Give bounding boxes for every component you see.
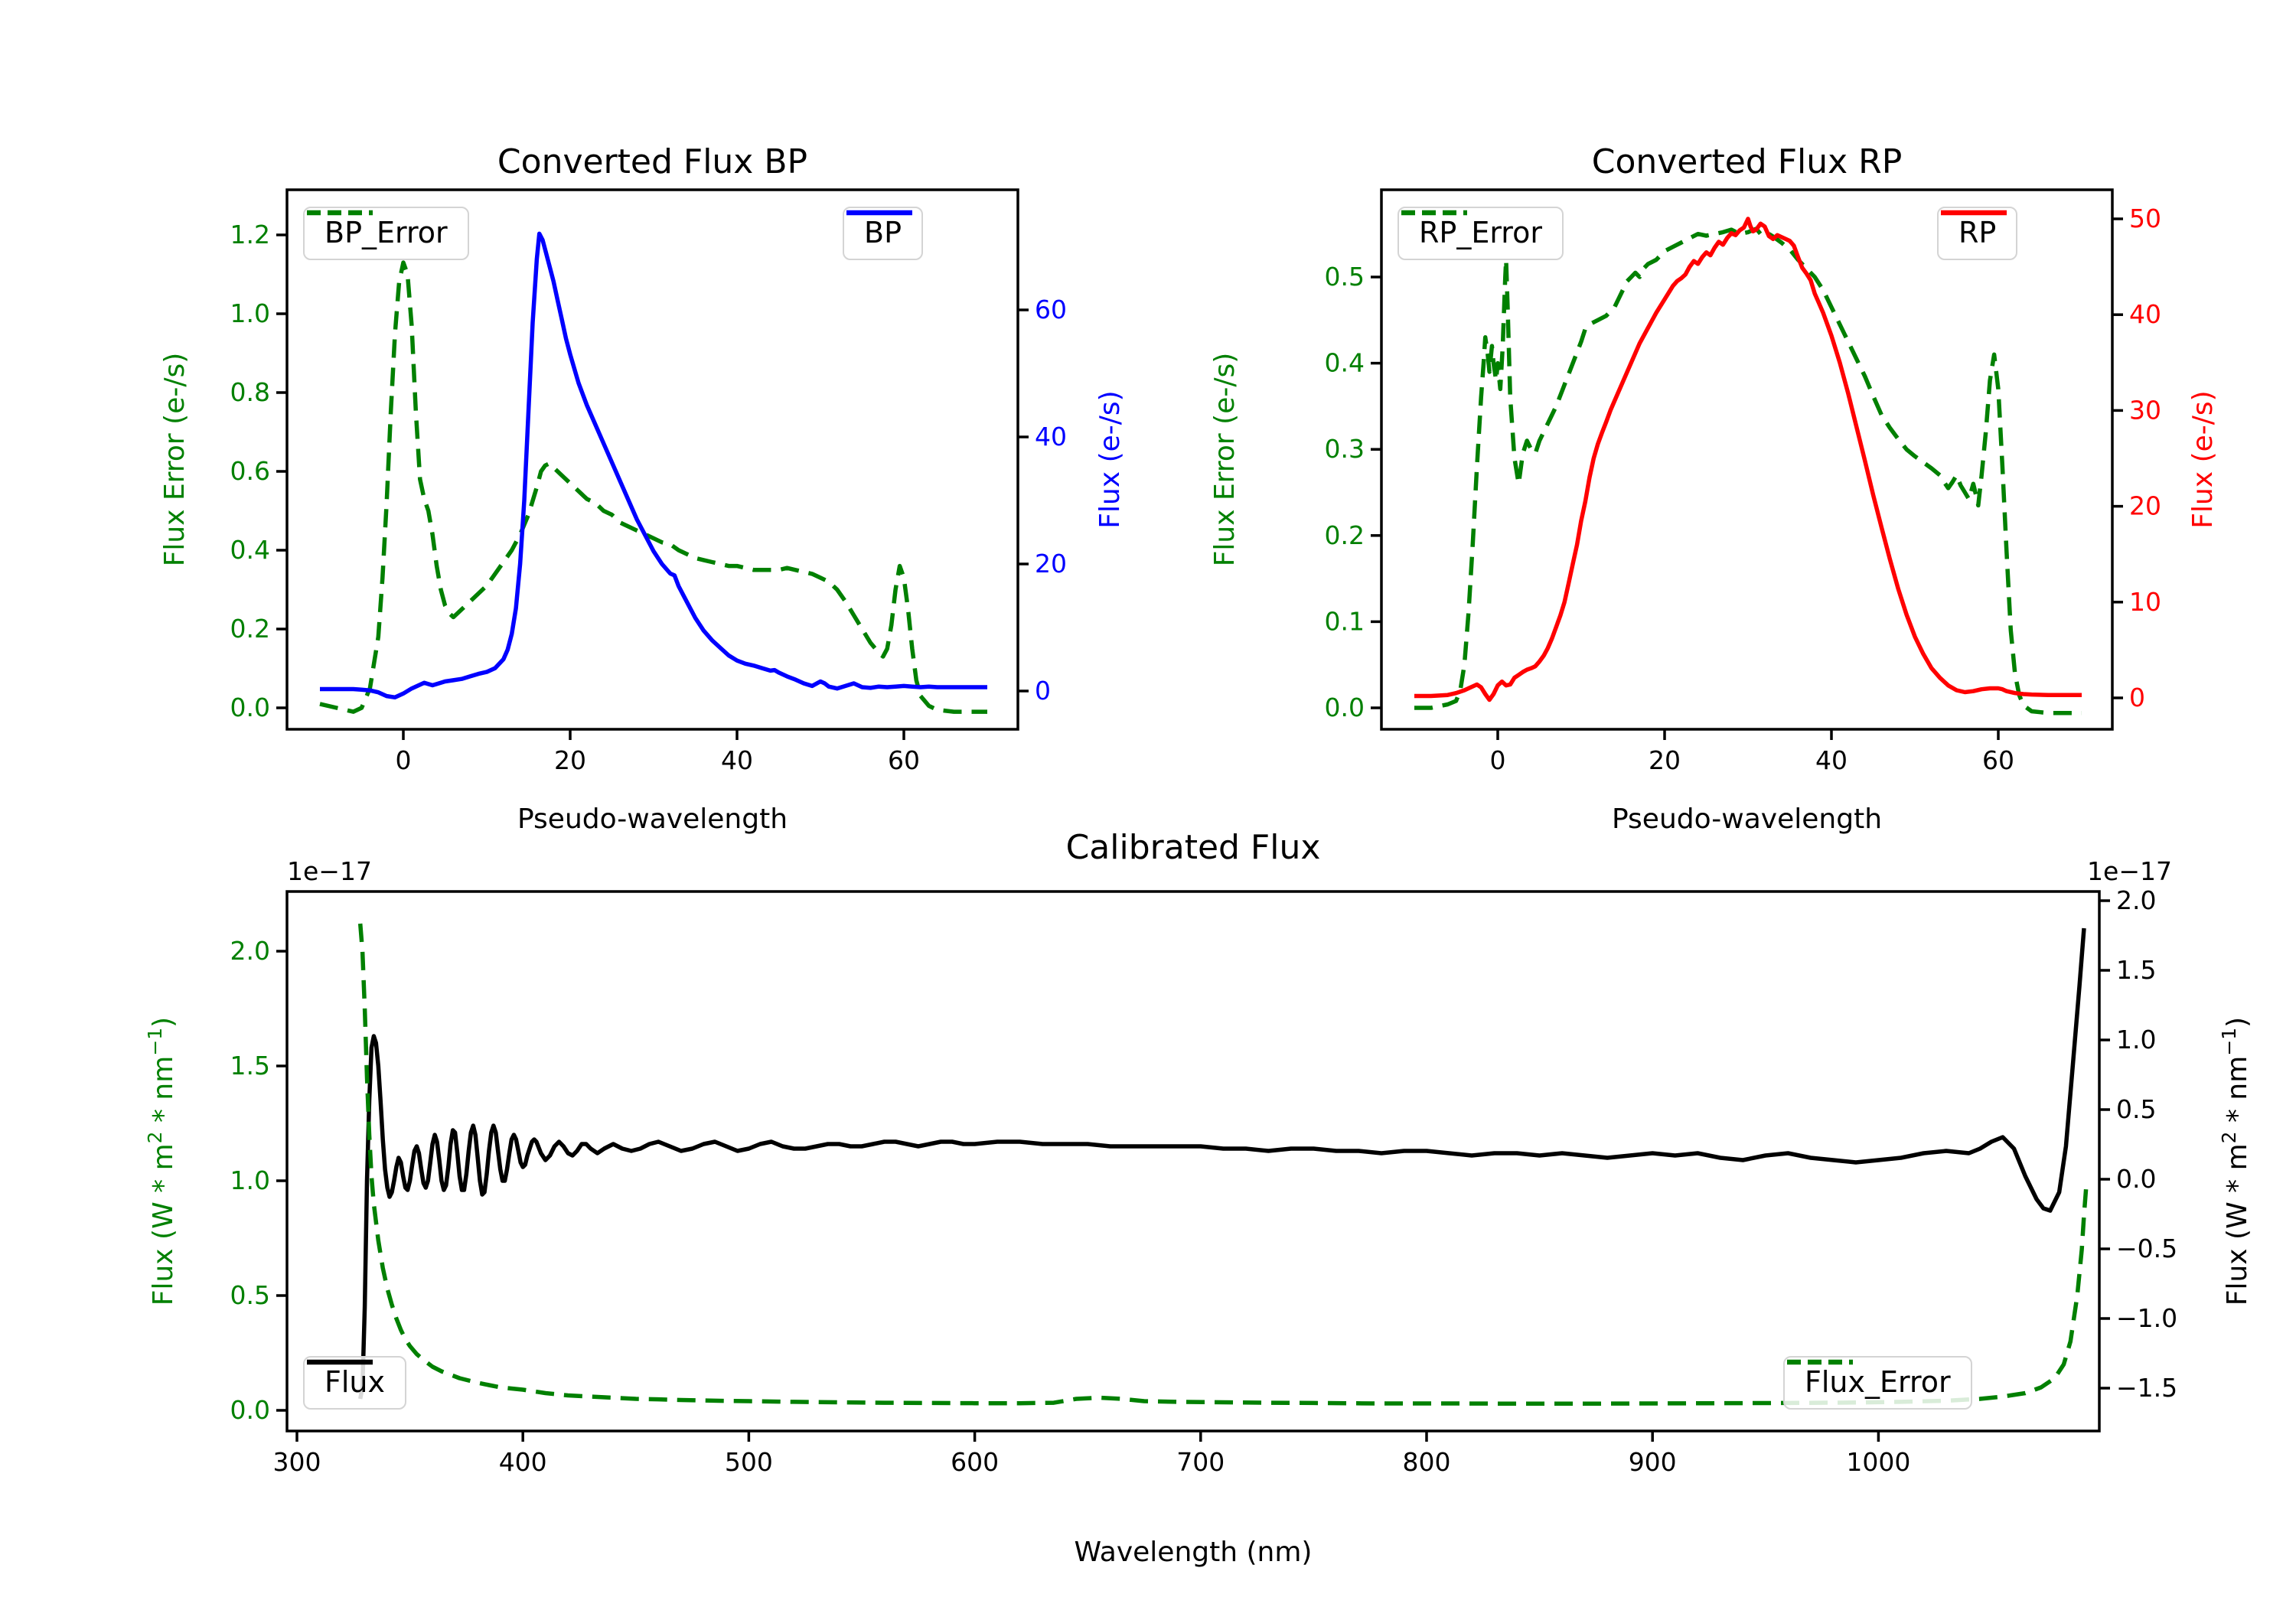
series-rp_error-curve: [1414, 227, 2082, 715]
y-right-tick-label: 1.5: [2116, 955, 2156, 985]
x-tick-label: 500: [725, 1447, 773, 1477]
y-right-axis-label: Flux (e-/s): [2187, 390, 2219, 528]
y-left-tick-label: 0.3: [1325, 434, 1365, 464]
x-axis-label: Wavelength (nm): [1075, 1537, 1313, 1568]
y-left-tick-label: 0.0: [230, 693, 270, 722]
series-rp-curve: [1414, 217, 2082, 702]
x-tick-label: 40: [1815, 745, 1848, 775]
y-right-tick-label: −1.0: [2116, 1303, 2177, 1333]
y-left-tick-label: 2.0: [230, 936, 270, 966]
y-left-tick-label: 1.2: [230, 220, 270, 249]
y-right-tick-label: 60: [1035, 295, 1067, 324]
y-right-tick-label: 40: [2129, 299, 2161, 329]
y-left-tick-label: 0.0: [230, 1395, 270, 1425]
y-right-tick-label: 0.5: [2116, 1094, 2156, 1124]
y-right-tick-label: 10: [2129, 587, 2161, 617]
y-left-axis-label: Flux Error (e-/s): [1209, 353, 1241, 567]
y-right-tick-label: 30: [2129, 395, 2161, 425]
series-flux_error-curve: [357, 923, 2089, 1407]
x-axis-label: Pseudo-wavelength: [1612, 804, 1882, 835]
plot-title: Converted Flux BP: [497, 142, 807, 181]
y-left-offset-text: 1e−17: [287, 856, 372, 886]
y-right-tick-label: 1.0: [2116, 1025, 2156, 1054]
x-tick-label: 20: [1649, 745, 1681, 775]
y-left-axis-label: Flux (W * m2 * nm−1): [144, 1017, 179, 1305]
x-tick-label: 800: [1403, 1447, 1451, 1477]
x-tick-label: 20: [554, 745, 586, 775]
x-tick-label: 600: [951, 1447, 999, 1477]
x-axis-label: Pseudo-wavelength: [517, 804, 788, 835]
x-tick-label: 40: [721, 745, 753, 775]
x-tick-label: 0: [1490, 745, 1506, 775]
y-right-axis-label: Flux (W * m2 * nm−1): [2218, 1017, 2253, 1305]
axes-spines: [1380, 188, 2114, 731]
plot-title: Converted Flux RP: [1592, 142, 1903, 181]
series-bp_error-curve: [319, 260, 987, 714]
y-left-tick-label: 0.5: [230, 1280, 270, 1310]
x-tick-label: 400: [499, 1447, 547, 1477]
y-right-tick-label: 0: [1035, 676, 1051, 706]
y-left-tick-label: 0.2: [1325, 520, 1365, 550]
y-right-tick-label: 0.0: [2116, 1164, 2156, 1194]
x-tick-label: 60: [1982, 745, 2014, 775]
subplot-2: 300 400 500 600 700 800 900 1000 0.0 0.5 1.0 1.5 2.0…: [144, 828, 2253, 1568]
y-left-tick-label: 0.4: [230, 535, 270, 565]
y-left-tick-label: 0.2: [230, 614, 270, 644]
y-left-tick-label: 0.4: [1325, 348, 1365, 378]
y-left-tick-label: 1.5: [230, 1051, 270, 1081]
y-left-tick-label: 0.6: [230, 456, 270, 486]
subplot-0: 0 20 40 60 0.0 0.2 0.4 0.6 0.8 1.0 1.2 0 20 40 60 Conve…: [159, 142, 1126, 835]
x-tick-label: 0: [396, 745, 412, 775]
x-tick-label: 700: [1176, 1447, 1225, 1477]
y-left-tick-label: 0.0: [1325, 693, 1365, 722]
y-left-tick-label: 1.0: [230, 1165, 270, 1195]
y-right-axis-label: Flux (e-/s): [1094, 390, 1126, 528]
series-flux-curve: [357, 927, 2086, 1400]
y-right-tick-label: 50: [2129, 204, 2161, 233]
y-right-tick-label: 20: [2129, 491, 2161, 521]
subplot-1: 0 20 40 60 0.0 0.1 0.2 0.3 0.4 0.5 0 10 20 30 40 50 Conv…: [1209, 142, 2219, 835]
y-right-tick-label: 40: [1035, 422, 1067, 451]
x-tick-label: 60: [888, 745, 920, 775]
y-right-tick-label: 0: [2129, 683, 2145, 712]
x-tick-label: 300: [273, 1447, 321, 1477]
y-right-tick-label: −1.5: [2116, 1373, 2177, 1403]
axes-spines: [285, 188, 1019, 731]
x-tick-label: 900: [1629, 1447, 1677, 1477]
x-tick-label: 1000: [1846, 1447, 1910, 1477]
y-right-offset-text: 1e−17: [2087, 856, 2172, 886]
plot-title: Calibrated Flux: [1066, 828, 1321, 867]
y-left-tick-label: 0.5: [1325, 262, 1365, 292]
y-left-tick-label: 0.1: [1325, 606, 1365, 636]
y-right-tick-label: −0.5: [2116, 1234, 2177, 1263]
axes-spines: [285, 890, 2101, 1433]
y-right-tick-label: 20: [1035, 549, 1067, 579]
y-left-tick-label: 1.0: [230, 298, 270, 328]
series-bp-curve: [320, 231, 987, 700]
y-right-tick-label: 2.0: [2116, 885, 2156, 915]
y-left-axis-label: Flux Error (e-/s): [159, 353, 191, 567]
y-left-tick-label: 0.8: [230, 377, 270, 407]
